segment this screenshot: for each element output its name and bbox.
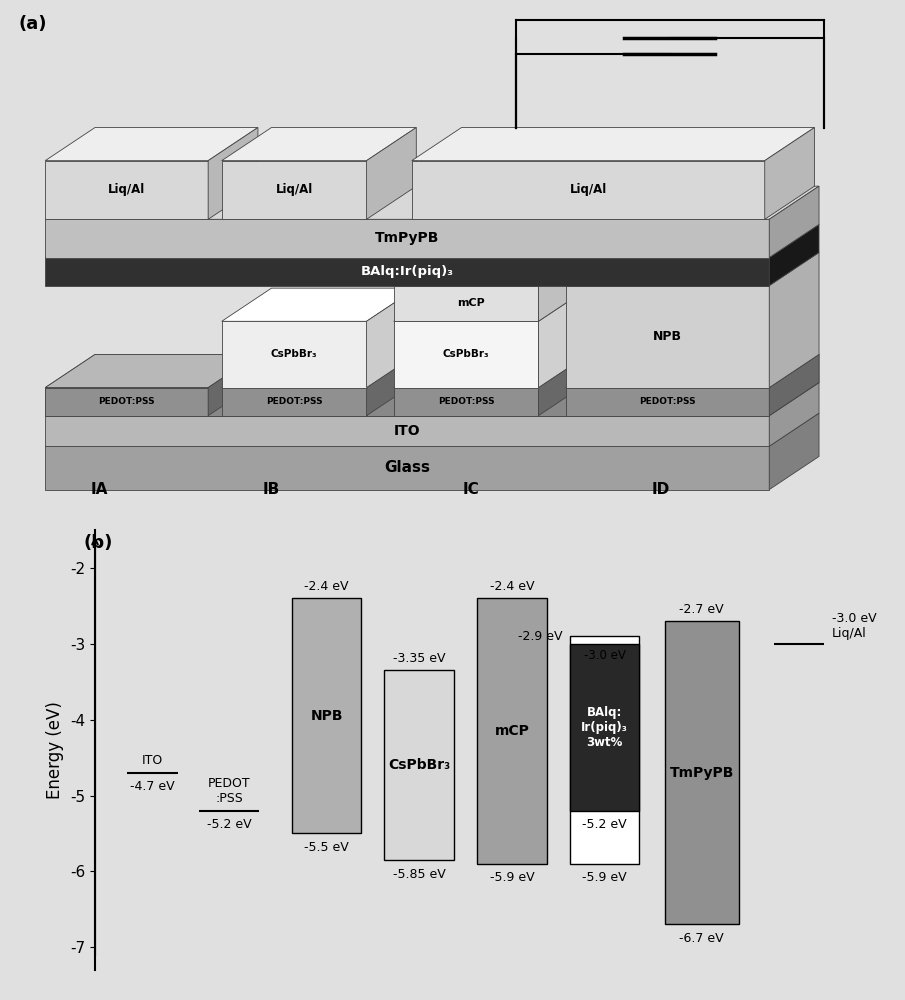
Text: -3.0 eV
Liq/Al: -3.0 eV Liq/Al [832, 612, 877, 640]
Bar [570, 636, 639, 864]
Polygon shape [394, 354, 588, 388]
Text: IB: IB [262, 482, 281, 497]
Polygon shape [538, 288, 588, 388]
Polygon shape [45, 354, 819, 388]
Y-axis label: Energy (eV): Energy (eV) [46, 701, 64, 799]
Polygon shape [45, 258, 769, 286]
Polygon shape [769, 224, 819, 286]
Polygon shape [45, 186, 819, 219]
Text: TmPyPB: TmPyPB [670, 766, 734, 780]
Text: ITO: ITO [142, 754, 163, 767]
Text: -3.35 eV: -3.35 eV [393, 652, 445, 665]
Polygon shape [222, 321, 367, 388]
Text: -2.4 eV: -2.4 eV [490, 580, 534, 593]
Polygon shape [412, 127, 814, 161]
Text: -4.7 eV: -4.7 eV [130, 780, 175, 793]
Text: ID: ID [652, 482, 670, 497]
Polygon shape [367, 127, 416, 219]
Polygon shape [222, 127, 416, 161]
Text: -5.2 eV: -5.2 eV [582, 818, 627, 831]
Polygon shape [45, 413, 819, 446]
Polygon shape [394, 286, 538, 321]
Text: NPB: NPB [310, 709, 343, 723]
Text: ITO: ITO [394, 424, 421, 438]
Text: -5.9 eV: -5.9 eV [490, 871, 534, 884]
Text: CsPbBr₃: CsPbBr₃ [271, 349, 318, 359]
Text: Liq/Al: Liq/Al [275, 183, 313, 196]
Text: IA: IA [90, 482, 109, 497]
Text: BAlq:
Ir(piq)₃
3wt%: BAlq: Ir(piq)₃ 3wt% [581, 706, 628, 749]
Polygon shape [45, 224, 819, 258]
Text: PEDOT
:PSS: PEDOT :PSS [208, 777, 251, 805]
Polygon shape [566, 286, 769, 388]
Polygon shape [45, 161, 208, 219]
Polygon shape [222, 288, 416, 321]
Text: CsPbBr₃: CsPbBr₃ [443, 349, 490, 359]
Text: -5.85 eV: -5.85 eV [393, 868, 445, 881]
Bar [291, 598, 361, 833]
Polygon shape [222, 388, 367, 416]
Polygon shape [367, 288, 416, 388]
Text: -2.4 eV: -2.4 eV [304, 580, 348, 593]
Polygon shape [394, 321, 538, 388]
Polygon shape [45, 127, 258, 161]
Polygon shape [208, 354, 258, 416]
Text: Glass: Glass [385, 460, 430, 475]
Text: TmPyPB: TmPyPB [375, 231, 440, 245]
Polygon shape [45, 354, 258, 388]
Text: PEDOT:PSS: PEDOT:PSS [99, 397, 155, 406]
Polygon shape [45, 219, 769, 258]
Polygon shape [538, 354, 588, 416]
Text: (a): (a) [18, 15, 46, 33]
Polygon shape [566, 388, 769, 416]
Bar [477, 598, 547, 864]
Text: NPB: NPB [653, 330, 682, 343]
Text: -5.2 eV: -5.2 eV [207, 818, 252, 831]
Polygon shape [222, 161, 367, 219]
Polygon shape [412, 161, 765, 219]
Text: -2.7 eV: -2.7 eV [680, 603, 724, 616]
Bar [570, 644, 639, 811]
Text: CsPbBr₃: CsPbBr₃ [388, 758, 451, 772]
Text: -5.5 eV: -5.5 eV [304, 841, 349, 854]
Polygon shape [765, 127, 815, 219]
Text: -3.0 eV: -3.0 eV [584, 649, 625, 662]
Polygon shape [769, 382, 819, 446]
Polygon shape [367, 354, 416, 416]
Text: BAlq:Ir(piq)₃: BAlq:Ir(piq)₃ [361, 265, 453, 278]
Text: IC: IC [462, 482, 479, 497]
Polygon shape [769, 186, 819, 258]
Text: mCP: mCP [494, 724, 529, 738]
Polygon shape [394, 252, 588, 286]
Polygon shape [769, 252, 819, 388]
Text: -2.9 eV: -2.9 eV [518, 630, 562, 643]
Polygon shape [394, 288, 588, 321]
Polygon shape [769, 354, 819, 416]
Polygon shape [45, 388, 769, 416]
Text: PEDOT:PSS: PEDOT:PSS [266, 397, 322, 406]
Polygon shape [769, 413, 819, 490]
Polygon shape [222, 354, 416, 388]
Polygon shape [394, 388, 538, 416]
Text: Liq/Al: Liq/Al [569, 183, 607, 196]
Bar [385, 670, 454, 860]
Text: (b): (b) [84, 534, 113, 552]
Polygon shape [208, 127, 258, 219]
Text: Liq/Al: Liq/Al [108, 183, 146, 196]
Text: -5.9 eV: -5.9 eV [582, 871, 627, 884]
Polygon shape [566, 354, 819, 388]
Polygon shape [45, 446, 769, 490]
Text: mCP: mCP [457, 298, 484, 308]
Polygon shape [566, 252, 819, 286]
Bar [664, 621, 738, 924]
Polygon shape [769, 354, 819, 416]
Polygon shape [45, 382, 819, 416]
Text: PEDOT:PSS: PEDOT:PSS [438, 397, 494, 406]
Polygon shape [45, 416, 769, 446]
Polygon shape [45, 388, 208, 416]
Text: -6.7 eV: -6.7 eV [680, 932, 724, 945]
Text: PEDOT:PSS: PEDOT:PSS [639, 397, 696, 406]
Polygon shape [538, 252, 588, 321]
